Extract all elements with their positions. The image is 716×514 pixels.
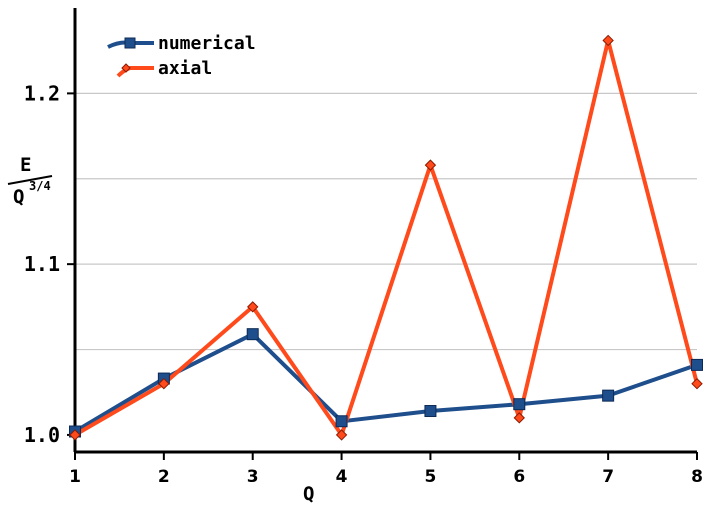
y-tick-label-0: 1.0 (24, 423, 60, 447)
point-numerical-4 (424, 405, 437, 418)
x-tick-label-3: 4 (336, 467, 348, 487)
point-axial-3 (335, 429, 348, 441)
legend-marker-numerical (124, 37, 136, 49)
point-axial-1 (158, 377, 170, 390)
y-tick-label-1: 1.1 (24, 252, 60, 276)
point-numerical-7 (691, 358, 703, 371)
point-axial-4 (424, 159, 437, 171)
point-axial-0 (69, 429, 81, 441)
x-tick-label-0: 1 (69, 467, 81, 487)
legend-marker-axial (121, 63, 131, 73)
x-tick-label-1: 2 (158, 467, 170, 487)
x-tick-label-6: 7 (602, 467, 614, 487)
point-numerical-3 (335, 415, 348, 428)
y-axis-title-denominator: Q (13, 186, 24, 208)
y-axis-title: E Q 3/4 (7, 154, 53, 208)
legend: numerical axial (107, 33, 256, 79)
y-ticks: 1.0 1.1 1.2 (24, 81, 75, 447)
legend-label-axial: axial (158, 58, 212, 79)
x-tick-label-4: 5 (425, 467, 437, 487)
y-tick-label-2: 1.2 (24, 81, 60, 105)
point-axial-2 (247, 301, 259, 313)
x-axis-title: Q (303, 483, 314, 505)
y-axis-title-numerator: E (20, 154, 31, 176)
x-tick-label-7: 8 (691, 467, 703, 487)
x-tick-label-5: 6 (513, 467, 525, 487)
y-axis-title-exponent: 3/4 (29, 179, 51, 193)
x-tick-label-2: 3 (247, 467, 259, 487)
point-axial-5 (513, 412, 525, 424)
point-numerical-5 (513, 398, 526, 411)
series-line-axial (74, 38, 699, 437)
series-layer (69, 34, 703, 441)
legend-label-numerical: numerical (158, 33, 256, 54)
legend-item-numerical: numerical (107, 33, 256, 54)
point-axial-7 (691, 377, 703, 390)
legend-item-axial: axial (116, 58, 212, 79)
grid-lines (75, 92, 697, 351)
point-axial-6 (602, 34, 614, 47)
y-axis-title-fraction-bar (7, 175, 53, 185)
point-numerical-6 (602, 389, 615, 402)
x-ticks: 1 2 3 4 5 6 7 8 (69, 452, 703, 487)
point-numerical-2 (246, 328, 259, 341)
